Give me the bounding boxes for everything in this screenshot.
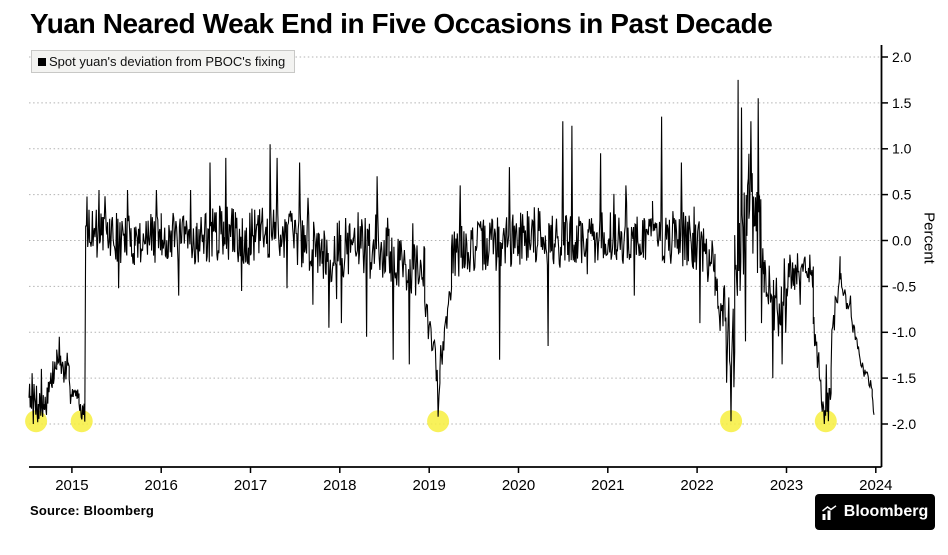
y-tick-label: -0.5: [892, 278, 916, 294]
x-tick-label: 2016: [145, 477, 178, 494]
y-tick-label: 0.0: [892, 232, 912, 248]
chart-title: Yuan Neared Weak End in Five Occasions i…: [30, 8, 773, 39]
bloomberg-chart-icon: [821, 504, 837, 520]
source-note: Source: Bloomberg: [30, 503, 155, 518]
highlight-circle: [25, 410, 48, 433]
y-tick-label: -2.0: [892, 416, 916, 432]
y-axis-title: Percent: [920, 212, 938, 264]
highlight-circle: [427, 410, 450, 433]
y-tick-label: 1.5: [892, 95, 912, 111]
x-tick-label: 2022: [680, 477, 713, 494]
y-tick-label: -1.0: [892, 324, 916, 340]
x-tick-label: 2019: [413, 477, 446, 494]
y-tick-label: 0.5: [892, 187, 912, 203]
x-tick-label: 2015: [55, 477, 88, 494]
bloomberg-logo-text: Bloomberg: [843, 503, 929, 520]
highlight-circle: [814, 410, 837, 433]
x-tick-label: 2023: [770, 477, 803, 494]
bloomberg-logo: Bloomberg: [815, 494, 935, 530]
legend: Spot yuan's deviation from PBOC's fixing: [31, 50, 296, 73]
x-tick-label: 2021: [591, 477, 624, 494]
x-tick-label: 2024: [859, 477, 892, 494]
y-tick-label: 1.0: [892, 141, 912, 157]
gridlines: [29, 56, 882, 425]
x-tick-label: 2018: [323, 477, 356, 494]
highlight-circle: [70, 410, 93, 433]
y-axis: 2.0 1.5 1.0 0.5 0.0 -0.5 -1.0 -1.5 -2.0: [880, 45, 916, 467]
highlight-circles: [25, 410, 837, 433]
series-line: [28, 79, 875, 425]
x-axis: 2015 2016 2017 2018 2019 2020 2021 2022 2023 2024: [29, 466, 892, 494]
y-tick-label: 2.0: [892, 49, 912, 65]
y-tick-label: -1.5: [892, 370, 916, 386]
x-tick-label: 2017: [234, 477, 267, 494]
legend-label: Spot yuan's deviation from PBOC's fixing: [49, 54, 286, 69]
x-tick-label: 2020: [502, 477, 535, 494]
legend-square-icon: [38, 57, 46, 66]
